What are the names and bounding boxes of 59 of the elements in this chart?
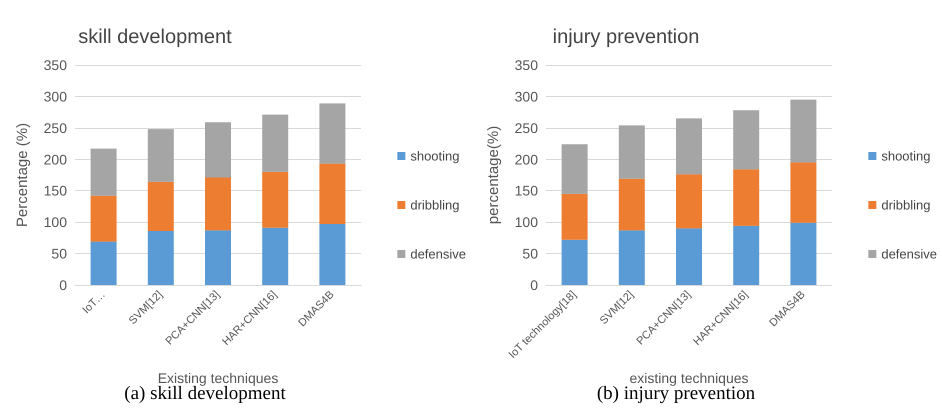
y-axis-title: Percentage (%) xyxy=(14,122,31,228)
chart-title: injury prevention xyxy=(552,26,700,48)
bar xyxy=(562,194,588,240)
bar xyxy=(262,172,288,228)
bar xyxy=(319,224,346,285)
bar xyxy=(148,230,174,285)
y-tick-label: 100 xyxy=(514,214,538,230)
y-tick-label: 300 xyxy=(514,88,538,104)
bar xyxy=(319,164,346,224)
y-tick-label: 50 xyxy=(522,246,538,262)
bar xyxy=(205,230,231,285)
bar xyxy=(790,162,816,223)
bar xyxy=(733,110,760,170)
bar xyxy=(262,228,288,285)
bar xyxy=(205,122,231,178)
y-tick-label: 150 xyxy=(44,182,68,199)
bar xyxy=(562,144,588,194)
bar xyxy=(148,182,174,231)
bar xyxy=(790,222,816,285)
bar xyxy=(618,230,645,285)
bar xyxy=(205,178,231,230)
y-tick-label: 300 xyxy=(44,88,68,104)
y-tick-label: 200 xyxy=(514,151,538,168)
bar xyxy=(90,196,117,242)
legend-label: dribbling xyxy=(410,198,460,212)
legend-label: shooting xyxy=(881,148,931,164)
bar xyxy=(790,100,816,162)
legend-label: shooting xyxy=(410,148,460,164)
y-tick-label: 350 xyxy=(514,57,538,73)
y-tick-label: 250 xyxy=(44,120,68,136)
y-tick-label: 0 xyxy=(530,277,538,293)
bar xyxy=(733,169,760,226)
bar xyxy=(90,242,117,285)
y-tick-label: 350 xyxy=(44,57,68,73)
legend-label: defensive xyxy=(410,246,466,262)
bar xyxy=(618,178,645,230)
bar xyxy=(148,129,174,182)
x-tick-label: IoT… xyxy=(80,288,108,316)
y-axis-title: percentage(%) xyxy=(485,126,502,224)
y-tick-label: 150 xyxy=(514,182,538,199)
bar xyxy=(676,228,702,285)
x-axis-title: Existing techniques xyxy=(158,370,278,386)
x-axis-title: existing techniques xyxy=(629,370,749,386)
bar xyxy=(733,226,760,285)
bar xyxy=(562,240,588,285)
chart-title: skill development xyxy=(78,26,232,48)
y-tick-label: 50 xyxy=(51,246,68,262)
y-tick-label: 100 xyxy=(44,214,68,230)
y-tick-label: 250 xyxy=(514,120,538,136)
bar xyxy=(676,174,702,228)
bar xyxy=(90,148,117,196)
bar xyxy=(676,118,702,174)
bar xyxy=(618,125,645,179)
legend-label: defensive xyxy=(881,246,938,262)
y-tick-label: 200 xyxy=(44,151,68,168)
bar xyxy=(262,114,288,172)
bar xyxy=(319,103,346,164)
legend-label: dribbling xyxy=(881,198,931,212)
y-tick-label: 0 xyxy=(59,277,68,293)
